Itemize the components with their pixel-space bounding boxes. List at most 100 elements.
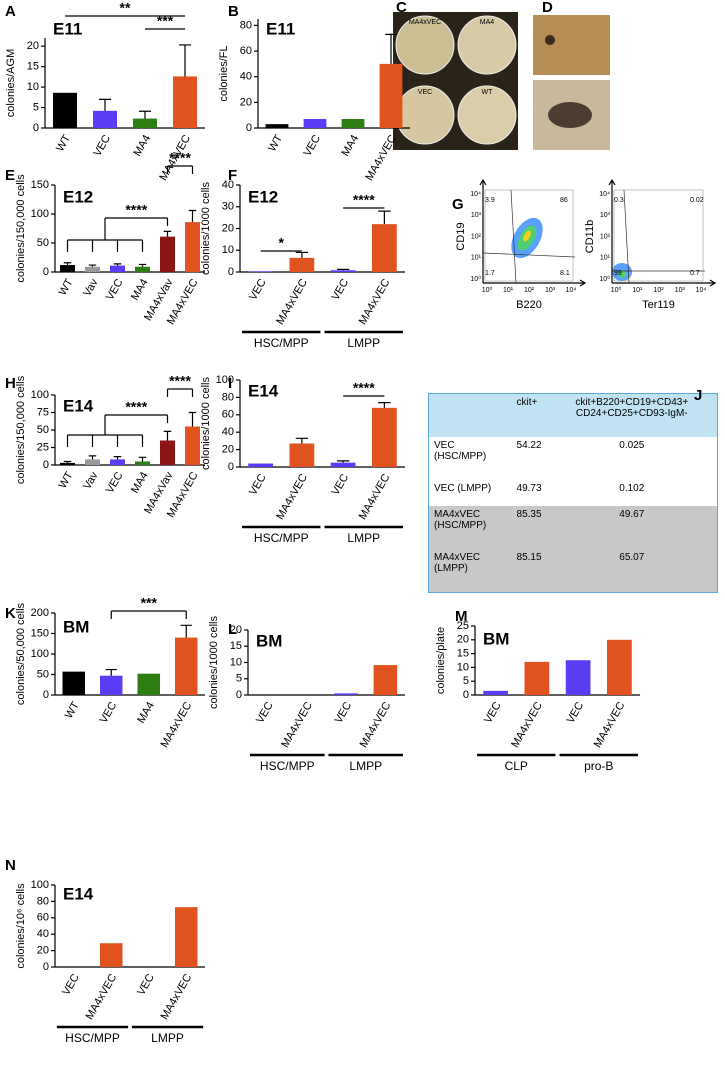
error-bar (88, 455, 97, 460)
dot-cloud (618, 270, 626, 278)
panel-title: E12 (248, 187, 278, 206)
panel-letter: H (5, 375, 16, 392)
y-tick-label: 60 (222, 409, 234, 421)
letter-j: J (694, 387, 702, 404)
y-tick-label: 100 (216, 374, 234, 386)
gate-box (484, 189, 574, 282)
y-tick-label: 50 (37, 424, 49, 436)
bar (133, 118, 157, 128)
bar (175, 637, 198, 695)
significance: **** (125, 202, 147, 218)
panel-letter: I (228, 375, 232, 392)
error-bar (63, 262, 72, 266)
x-tick-label: WT (57, 470, 76, 491)
y-axis-label: colonies/AGM (5, 49, 17, 117)
y-tick-label: 0 (43, 961, 49, 973)
bar (341, 119, 365, 128)
x-tick-label: VEC (104, 470, 126, 496)
y-axis-label: colonies/1000 cells (200, 182, 212, 275)
cell: 85.15 (511, 548, 547, 592)
y-tick-label: 100 (31, 389, 49, 401)
bar (265, 124, 289, 128)
y-tick-label: 10⁴ (599, 191, 610, 198)
significance: ** (120, 0, 131, 16)
y-tick-label: 30 (222, 201, 234, 213)
x-tick-label: MA4xVEC (84, 972, 120, 1022)
bar (379, 63, 403, 128)
x-tick-label: VEC (565, 700, 587, 726)
x-tick-label: MA4xVEC (274, 472, 310, 522)
cell: 49.67 (546, 506, 717, 549)
group-label: pro-B (584, 759, 613, 773)
y-tick-label: 150 (31, 179, 49, 191)
panel-title: BM (256, 631, 282, 650)
error-bar (139, 110, 151, 119)
group-label: LMPP (347, 531, 380, 545)
y-tick-label: 20 (457, 634, 469, 646)
x-tick-label: MA4xVEC (159, 700, 195, 750)
panel-title: E14 (63, 884, 94, 903)
table: ckit+ ckit+B220+CD19+CD43+ CD24+CD25+CD93… (428, 393, 718, 593)
y-tick-label: 10¹ (600, 255, 611, 262)
y-axis-label: CD11b (584, 220, 596, 253)
y-axis-label: colonies/1000 cells (200, 377, 212, 470)
bar (248, 463, 273, 467)
dish (395, 15, 455, 75)
error-bar (336, 268, 350, 271)
x-tick-label: VEC (330, 472, 352, 498)
group-label: CLP (505, 759, 528, 773)
y-axis-label: colonies/plate (435, 627, 447, 694)
bar (483, 690, 508, 695)
x-tick-label: MA4 (129, 277, 151, 303)
y-tick-label: 40 (37, 928, 49, 940)
x-tick-label: VEC (91, 133, 113, 159)
x-tick-label: MA4 (339, 133, 361, 159)
bar (85, 266, 100, 272)
y-axis-label: colonies/50,000 cells (15, 602, 27, 705)
error-bar (88, 264, 97, 267)
y-tick-label: 10 (27, 81, 39, 93)
y-tick-label: 40 (222, 426, 234, 438)
bar (289, 257, 315, 272)
y-tick-label: 25 (457, 620, 469, 632)
panel-letter: D (542, 0, 553, 16)
y-axis-label: CD19 (455, 222, 467, 250)
y-tick-label: 10⁰ (599, 275, 610, 283)
error-bar (138, 263, 147, 267)
quadrant-value: 86 (560, 197, 568, 204)
dish-label: MA4 (480, 19, 495, 26)
x-axis-label: Ter119 (642, 299, 675, 311)
dot-cloud (523, 230, 531, 242)
panel-letter: J (694, 387, 702, 404)
y-tick-label: 15 (230, 640, 242, 652)
x-tick-label: MA4 (131, 133, 153, 159)
y-tick-label: 100 (31, 208, 49, 220)
x-tick-label: VEC (333, 700, 355, 726)
cell: 49.73 (516, 482, 542, 494)
gate-box (613, 189, 704, 282)
x-tick-label: 10² (524, 287, 535, 294)
panel-title: E12 (63, 187, 93, 206)
significance: **** (169, 373, 191, 389)
x-tick-label: 10³ (675, 287, 686, 294)
error-bar (188, 411, 197, 427)
bar (524, 661, 550, 695)
quadrant-value: 0.02 (690, 197, 704, 204)
x-tick-label: MA4xVEC (592, 700, 628, 750)
quadrant-value: 99 (614, 270, 622, 277)
header-cell: ckit+ (511, 394, 547, 437)
x-tick-label: MA4xVEC (357, 277, 393, 327)
group-label: HSC/MPP (260, 759, 315, 773)
bar (330, 462, 356, 467)
quadrant-lines (612, 189, 705, 284)
y-tick-label: 10⁰ (470, 275, 481, 283)
bar (110, 459, 125, 465)
cell: 85.35 (511, 506, 547, 549)
x-tick-label: VEC (104, 277, 126, 303)
quadrant-value: 3.9 (485, 197, 495, 204)
y-tick-label: 50 (37, 237, 49, 249)
panel-letter: B (228, 3, 239, 20)
panel-title: BM (483, 629, 509, 648)
significance: *** (157, 13, 174, 29)
bar (62, 671, 85, 695)
